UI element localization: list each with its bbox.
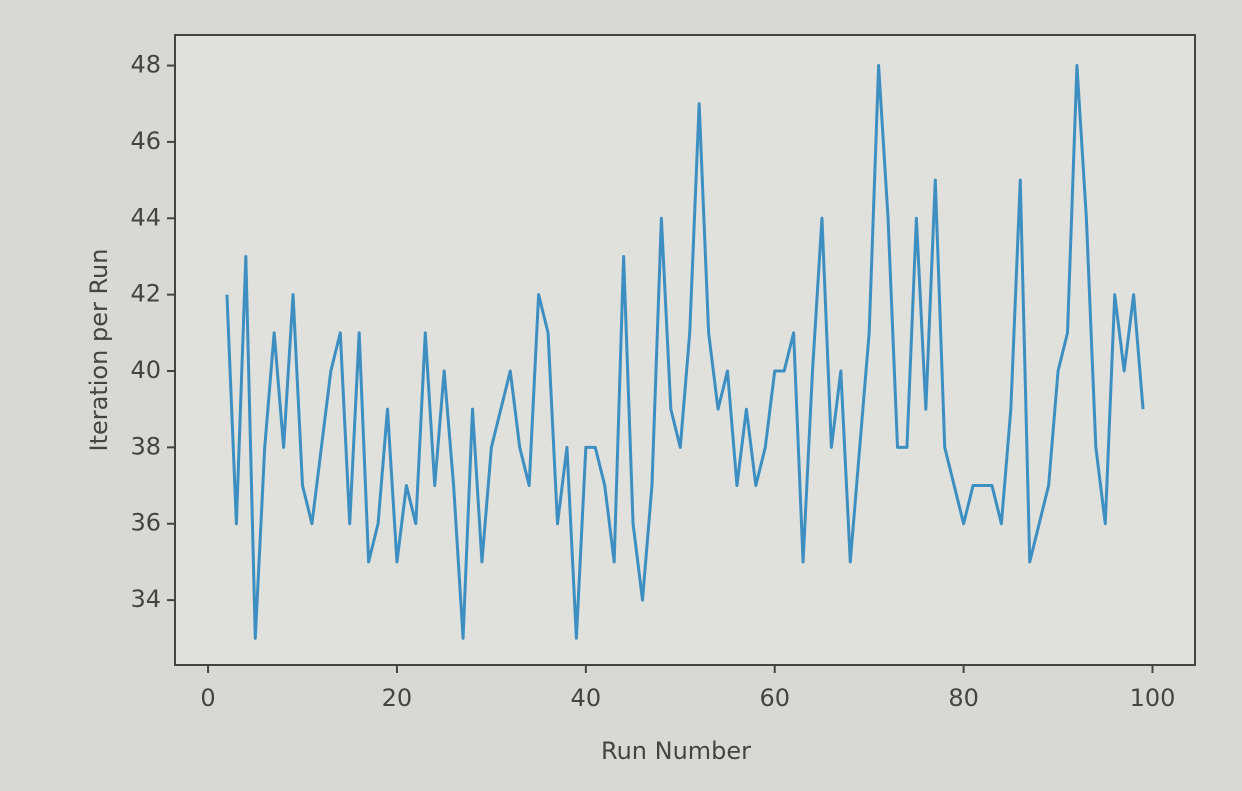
y-tick-label: 36 (130, 509, 161, 537)
data-line (225, 64, 1145, 640)
x-axis-label: Run Number (601, 737, 751, 765)
y-tick-label: 48 (130, 51, 161, 79)
x-tick-label: 20 (382, 684, 413, 712)
x-tick-label: 100 (1130, 684, 1176, 712)
y-tick-label: 44 (130, 203, 161, 231)
y-tick-label: 38 (130, 432, 161, 460)
y-tick-label: 40 (130, 356, 161, 384)
y-tick-label: 46 (130, 127, 161, 155)
x-tick-label: 80 (948, 684, 979, 712)
x-tick-label: 0 (200, 684, 215, 712)
y-tick-label: 34 (130, 585, 161, 613)
x-tick-label: 60 (759, 684, 790, 712)
y-tick-label: 42 (130, 280, 161, 308)
plot-area (174, 34, 1196, 666)
y-axis-label: Iteration per Run (85, 249, 113, 452)
x-tick-label: 40 (571, 684, 602, 712)
